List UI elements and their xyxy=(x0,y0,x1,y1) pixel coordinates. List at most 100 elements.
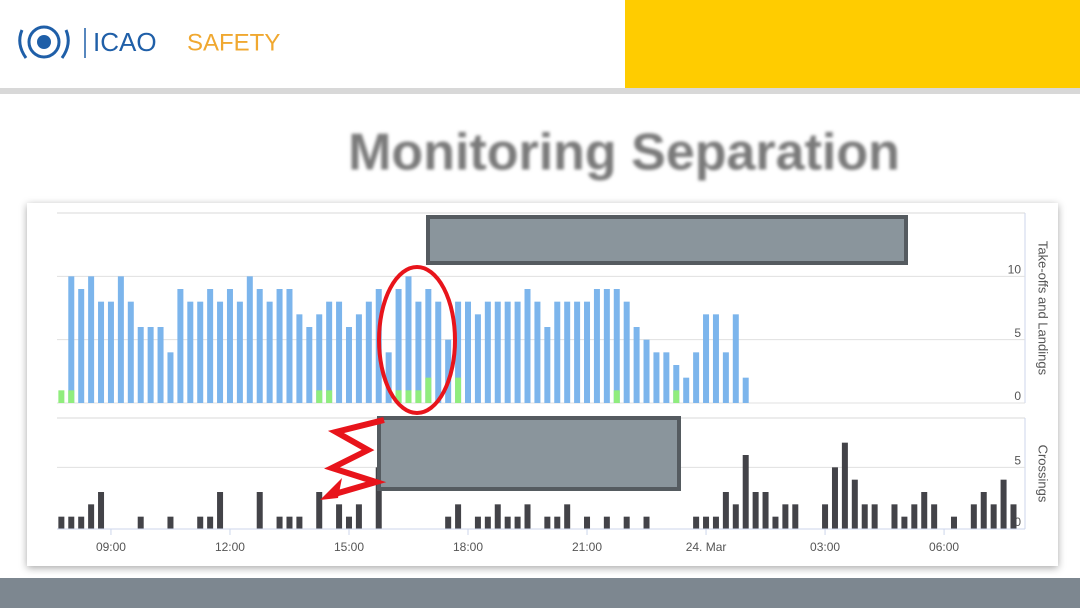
bar xyxy=(931,504,938,529)
bar xyxy=(88,276,95,403)
bar xyxy=(207,516,214,529)
bar xyxy=(326,301,333,403)
bar xyxy=(693,352,700,403)
bar xyxy=(58,390,65,403)
bar xyxy=(58,516,65,529)
bar xyxy=(266,301,273,403)
bar xyxy=(147,327,154,403)
x-tick-label: 15:00 xyxy=(334,540,364,554)
bar xyxy=(921,492,928,529)
x-tick-label: 18:00 xyxy=(453,540,483,554)
bar xyxy=(455,377,462,403)
bar xyxy=(246,276,253,403)
bar xyxy=(653,352,660,403)
bar xyxy=(1000,479,1007,529)
bar xyxy=(574,301,581,403)
bar xyxy=(137,327,144,403)
bar xyxy=(1010,504,1017,529)
bar xyxy=(663,352,670,403)
bar xyxy=(722,352,729,403)
y-tick-label: 5 xyxy=(1014,454,1021,468)
header-band xyxy=(625,0,1080,88)
bar xyxy=(286,289,293,403)
bar xyxy=(296,516,303,529)
bar xyxy=(365,301,372,403)
bar xyxy=(494,504,501,529)
bar xyxy=(127,301,134,403)
bar xyxy=(683,377,690,403)
bar xyxy=(772,516,779,529)
bar xyxy=(732,314,739,403)
footer-band xyxy=(0,578,1080,608)
bar xyxy=(217,301,224,403)
bar xyxy=(593,289,600,403)
header-shadow xyxy=(0,88,1080,94)
bar xyxy=(355,504,362,529)
bar xyxy=(901,516,908,529)
bar xyxy=(950,516,957,529)
bar xyxy=(78,516,85,529)
bar xyxy=(613,390,620,403)
annotations xyxy=(320,215,908,500)
bar xyxy=(861,504,868,529)
bar xyxy=(554,516,561,529)
bar xyxy=(395,289,402,403)
bar xyxy=(326,390,333,403)
highlight-arrow xyxy=(324,417,387,499)
bar xyxy=(722,492,729,529)
bar xyxy=(217,492,224,529)
bar xyxy=(276,516,283,529)
bar xyxy=(187,301,194,403)
bar xyxy=(226,289,233,403)
bar xyxy=(712,314,719,403)
bar xyxy=(623,516,630,529)
bar xyxy=(296,314,303,403)
bar xyxy=(177,289,184,403)
y-axis-title: Take-offs and Landings xyxy=(1036,241,1051,376)
bar xyxy=(157,327,164,403)
bar xyxy=(98,301,105,403)
bar xyxy=(524,504,531,529)
redaction-box xyxy=(377,416,681,491)
bar xyxy=(107,301,114,403)
logo-emblem xyxy=(18,25,70,59)
y-axis-title: Crossings xyxy=(1036,445,1051,503)
y-tick-label: 0 xyxy=(1014,515,1021,529)
bar xyxy=(554,301,561,403)
bar xyxy=(712,516,719,529)
y-tick-label: 5 xyxy=(1014,326,1021,340)
bar xyxy=(425,289,432,403)
section-name: SAFETY xyxy=(187,29,280,56)
bar xyxy=(415,301,422,403)
bar xyxy=(207,289,214,403)
bar xyxy=(504,301,511,403)
bar xyxy=(970,504,977,529)
bar xyxy=(306,327,313,403)
bar xyxy=(197,301,204,403)
bar xyxy=(871,504,878,529)
bar xyxy=(137,516,144,529)
bar xyxy=(474,516,481,529)
bar xyxy=(564,504,571,529)
bar xyxy=(345,327,352,403)
bar xyxy=(484,516,491,529)
bar xyxy=(514,301,521,403)
bar xyxy=(316,314,323,403)
x-tick-label: 09:00 xyxy=(96,540,126,554)
bar xyxy=(484,301,491,403)
bar xyxy=(117,276,124,403)
bar xyxy=(316,390,323,403)
bar xyxy=(584,516,591,529)
bar xyxy=(445,339,452,403)
bar xyxy=(980,492,987,529)
bar xyxy=(544,516,551,529)
x-tick-label: 06:00 xyxy=(929,540,959,554)
bar xyxy=(68,516,75,529)
bar xyxy=(494,301,501,403)
bar xyxy=(643,339,650,403)
bar xyxy=(822,504,829,529)
bar xyxy=(693,516,700,529)
bar xyxy=(336,301,343,403)
bar xyxy=(375,467,382,529)
